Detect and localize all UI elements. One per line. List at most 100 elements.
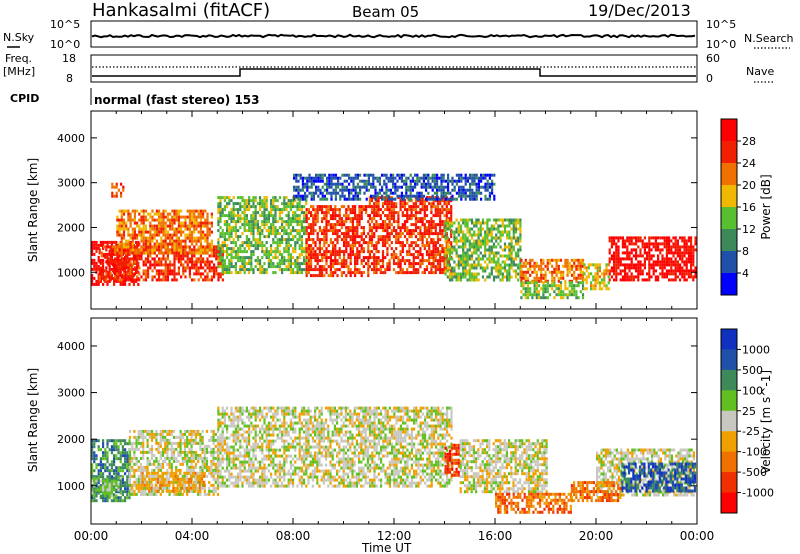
heatmap-cell <box>186 209 189 213</box>
heatmap-cell <box>681 257 684 261</box>
heatmap-cell <box>343 259 346 263</box>
heatmap-cell <box>524 281 527 285</box>
heatmap-cell <box>131 227 134 231</box>
heatmap-cell <box>410 232 413 236</box>
heatmap-cell <box>256 238 259 242</box>
heatmap-cell <box>436 238 440 242</box>
heatmap-cell <box>457 245 460 249</box>
heatmap-cell <box>635 239 638 243</box>
heatmap-cell <box>486 266 489 270</box>
heatmap-cell <box>459 278 463 282</box>
heatmap-cell <box>293 194 296 198</box>
heatmap-cell <box>650 254 653 258</box>
heatmap-cell <box>430 208 433 212</box>
heatmap-cell <box>635 254 638 258</box>
heatmap-cell <box>270 205 273 209</box>
heatmap-cell <box>267 214 270 218</box>
heatmap-cell <box>228 214 231 218</box>
heatmap-cell <box>182 239 185 243</box>
heatmap-cell <box>637 263 640 267</box>
heatmap-cell <box>184 275 187 279</box>
heatmap-cell <box>512 227 515 231</box>
heatmap-cell <box>237 253 240 257</box>
heatmap-cell <box>91 261 94 265</box>
heatmap-cell <box>397 232 400 236</box>
heatmap-cell <box>462 239 465 243</box>
heatmap-cell <box>665 260 668 264</box>
heatmap-cell <box>234 235 237 239</box>
heatmap-cell <box>383 182 386 186</box>
heatmap-cell <box>133 251 136 255</box>
heatmap-cell <box>495 275 498 279</box>
heatmap-cell <box>524 261 527 265</box>
heatmap-cell <box>388 220 391 224</box>
heatmap-cell <box>529 267 532 271</box>
heatmap-cell <box>204 224 207 228</box>
heatmap-cell <box>587 263 590 267</box>
heatmap-cell <box>448 257 452 261</box>
heatmap-cell <box>318 250 321 254</box>
heatmap-cell <box>492 245 496 249</box>
heatmap-cell <box>520 273 523 277</box>
heatmap-cell <box>210 275 213 279</box>
heatmap-cell <box>384 226 387 230</box>
heatmap-cell <box>520 276 523 280</box>
heatmap-cell <box>610 236 613 240</box>
heatmap-cell <box>325 211 328 215</box>
heatmap-cell <box>384 235 387 239</box>
heatmap-cell <box>248 229 251 233</box>
heatmap-cell <box>180 251 183 255</box>
heatmap-cell <box>608 278 611 282</box>
heatmap-cell <box>93 499 96 503</box>
heatmap-cell <box>535 287 538 291</box>
heatmap-cell <box>127 227 130 231</box>
heatmap-cell <box>406 241 409 245</box>
heatmap-cell <box>367 268 370 272</box>
heatmap-cell <box>621 236 624 240</box>
heatmap-cell <box>384 244 387 248</box>
heatmap-cell <box>670 257 673 261</box>
heatmap-cell <box>316 220 319 224</box>
heatmap-cell <box>390 247 393 251</box>
heatmap-cell <box>488 245 491 249</box>
heatmap-cell <box>419 232 422 236</box>
heatmap-cell <box>343 265 346 269</box>
heatmap-cell <box>446 236 449 240</box>
heatmap-cell <box>121 279 124 283</box>
heatmap-cell <box>278 241 281 245</box>
heatmap-cell <box>263 202 266 206</box>
heatmap-cell <box>219 235 222 239</box>
heatmap-cell <box>674 248 677 252</box>
heatmap-cell <box>410 271 413 275</box>
heatmap-cell <box>270 223 273 227</box>
heatmap-cell <box>492 224 496 228</box>
heatmap-cell <box>91 249 94 253</box>
heatmap-cell <box>469 197 472 201</box>
heatmap-cell <box>370 229 374 233</box>
heatmap-cell <box>551 276 554 280</box>
heatmap-cell <box>624 245 627 249</box>
heatmap-cell <box>436 202 440 206</box>
heatmap-cell <box>223 265 226 269</box>
heatmap-cell <box>234 226 237 230</box>
heatmap-cell <box>610 269 613 273</box>
heatmap-cell <box>294 220 297 224</box>
heatmap-cell <box>624 239 627 243</box>
heatmap-cell <box>473 272 476 276</box>
heatmap-cell <box>278 268 281 272</box>
heatmap-cell <box>570 264 574 268</box>
heatmap-cell <box>250 259 253 263</box>
heatmap-cell <box>303 250 306 254</box>
heatmap-cell <box>694 236 697 240</box>
heatmap-cell <box>425 250 429 254</box>
heatmap-cell <box>124 282 127 286</box>
heatmap-cell <box>351 250 354 254</box>
heatmap-cell <box>122 221 126 225</box>
heatmap-cell <box>341 182 344 186</box>
heatmap-cell <box>386 202 389 206</box>
heatmap-cell <box>93 252 96 256</box>
heatmap-cell <box>495 218 498 222</box>
heatmap-cell <box>661 266 664 270</box>
heatmap-cell <box>446 266 449 270</box>
